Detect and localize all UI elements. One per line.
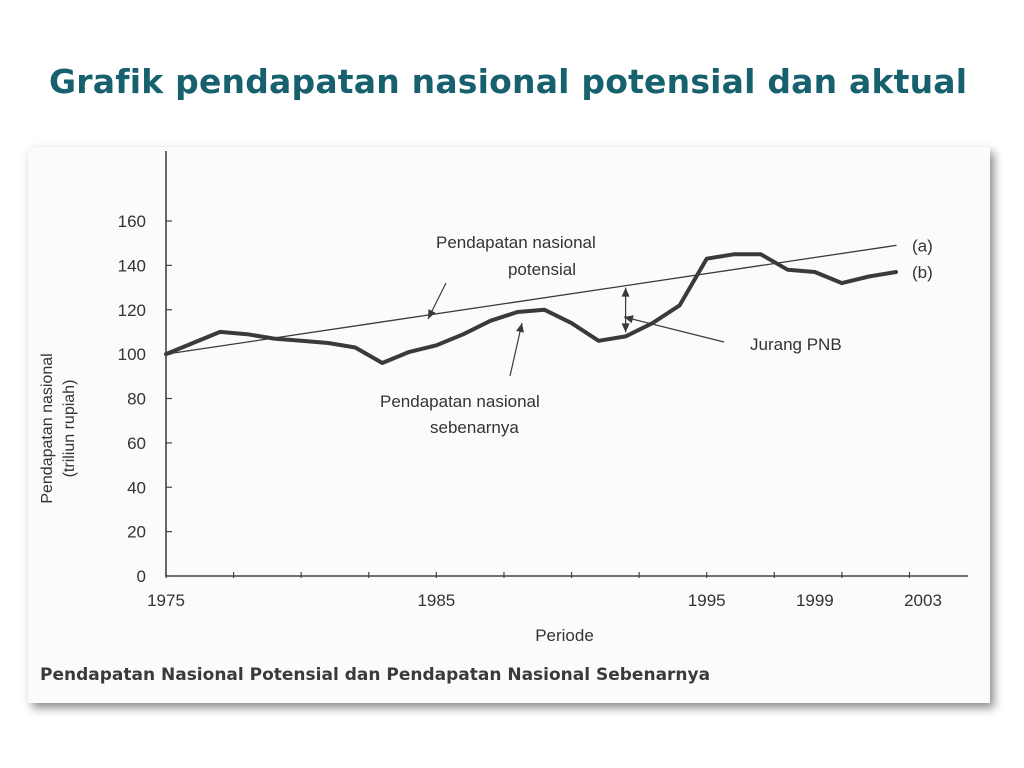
y-tick-label: 160 bbox=[118, 212, 146, 231]
chart-figure: 0 20 40 60 80 100 120 140 160 1975 1985 1995 1999 200… bbox=[28, 147, 990, 703]
arrow-actual-shaft bbox=[509, 322, 523, 377]
x-axis-label: Periode bbox=[535, 626, 594, 645]
series-line-b bbox=[164, 252, 898, 365]
y-tick-label: 120 bbox=[118, 301, 146, 320]
y-tick-label: 140 bbox=[118, 256, 146, 275]
annotation-potential-line1: Pendapatan nasional bbox=[436, 233, 596, 252]
figure-caption: Pendapatan Nasional Potensial dan Pendap… bbox=[40, 665, 711, 685]
gap-arrow-down-head bbox=[621, 323, 630, 333]
series-label-b: (b) bbox=[912, 263, 933, 282]
y-tick-label: 20 bbox=[127, 523, 146, 542]
y-axis-unit-label: (triliun rupiah) bbox=[61, 380, 78, 478]
annotation-gap: Jurang PNB bbox=[750, 335, 842, 354]
x-tick-label: 1985 bbox=[417, 591, 455, 610]
y-tick-label: 80 bbox=[127, 390, 146, 409]
arrow-gap-shaft bbox=[623, 316, 725, 343]
annotation-actual-line2: sebenarnya bbox=[430, 418, 519, 437]
y-tick-label: 0 bbox=[137, 567, 146, 586]
y-axis-label: Pendapatan nasional bbox=[39, 353, 56, 503]
arrow-gap-head bbox=[624, 315, 634, 324]
y-tick-label: 60 bbox=[127, 434, 146, 453]
x-tick-label: 1975 bbox=[147, 591, 185, 610]
x-tick-label: 1995 bbox=[688, 591, 726, 610]
gap-arrow-up-head bbox=[621, 287, 630, 297]
x-tick-label: 2003 bbox=[904, 591, 942, 610]
slide-title: Grafik pendapatan nasional potensial dan… bbox=[49, 62, 968, 101]
annotation-actual-line1: Pendapatan nasional bbox=[380, 392, 540, 411]
chart-canvas: 0 20 40 60 80 100 120 140 160 1975 1985 1995 1999 200… bbox=[39, 151, 968, 645]
annotation-potential-line2: potensial bbox=[508, 260, 576, 279]
y-tick-label: 40 bbox=[127, 478, 146, 497]
arrow-potential-head bbox=[428, 309, 436, 319]
x-tick-label: 1999 bbox=[796, 591, 834, 610]
arrow-actual-head bbox=[516, 323, 524, 333]
y-tick-label: 100 bbox=[118, 345, 146, 364]
series-label-a: (a) bbox=[912, 236, 933, 255]
